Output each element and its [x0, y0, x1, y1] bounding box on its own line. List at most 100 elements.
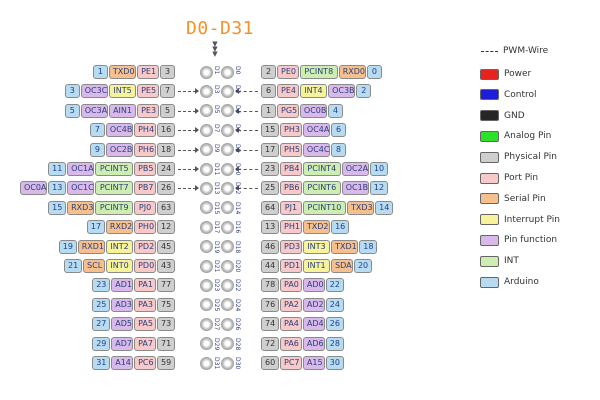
- header-pin-icon: [199, 162, 213, 176]
- func-label: A15: [302, 356, 325, 370]
- phys-label: 44: [261, 259, 279, 273]
- legend-swatch: [480, 68, 499, 80]
- header-pin-icon: [199, 337, 213, 351]
- legend-label: Serial Pin: [504, 193, 546, 204]
- legend-label: Pin function: [504, 235, 558, 246]
- intx-label: PCINT5: [95, 162, 134, 176]
- header-pin-icon: [220, 220, 234, 234]
- phys-label: 59: [157, 356, 175, 370]
- phys-label: 43: [157, 259, 175, 273]
- func-label: AD4: [302, 317, 325, 332]
- port-label: PD2: [134, 239, 156, 254]
- header-pin-icon: [199, 123, 213, 137]
- header-pin-icon: [220, 143, 234, 157]
- func-label: AD3: [111, 297, 134, 312]
- phys-label: 46: [261, 239, 279, 254]
- legend-swatch: [480, 234, 499, 246]
- port-label: PH4: [134, 123, 156, 138]
- pin-number-label: D14: [233, 201, 241, 215]
- legend-label: Port Pin: [504, 173, 539, 183]
- pwm-wire: [178, 107, 198, 114]
- port-label: PC7: [280, 356, 302, 370]
- func-label: AD7: [111, 336, 134, 351]
- func-label: OC4B: [105, 123, 134, 138]
- func-label: AD0: [302, 278, 325, 293]
- phys-label: 1: [261, 103, 276, 118]
- pin-label-row-left: 31 A14 PC6 59: [92, 356, 176, 370]
- intx-label: PCINT7: [95, 181, 134, 196]
- arduino-label: 23: [92, 278, 111, 293]
- legend-label: Control: [504, 89, 537, 100]
- phys-label: 17: [261, 142, 279, 157]
- phys-label: 15: [261, 123, 279, 138]
- pin-number-label: D25: [212, 298, 220, 312]
- pin-number-label: D26: [233, 318, 241, 331]
- header-pin-icon: [220, 104, 234, 118]
- func-label: OC0B: [299, 103, 328, 118]
- port-label: PE0: [277, 65, 299, 79]
- serial-label: TXD0: [108, 65, 137, 79]
- arduino-label: 0: [366, 65, 382, 79]
- pin-label-row-left: 21 SCL INT0 PD0 43: [64, 259, 176, 273]
- port-label: PB7: [134, 181, 156, 196]
- port-label: PD1: [280, 259, 302, 273]
- serial-label: RXD1: [77, 239, 105, 254]
- legend-item: Pin function: [480, 233, 557, 247]
- pin-label-row-left: 7 OC4B PH4 16: [89, 123, 176, 138]
- legend-label: Analog Pin: [504, 131, 552, 142]
- pin-label-row-right: 6 PE4 INT4 OC3B 2: [261, 84, 372, 99]
- arduino-label: 11: [48, 162, 67, 176]
- header-pin-icon: [199, 278, 213, 292]
- pin-label-row-left: 17 RXD2 PH0 12: [86, 220, 176, 235]
- phys-label: 13: [261, 220, 279, 235]
- header-down-arrow-icon: ▼ ▼ ▼: [212, 40, 218, 58]
- arduino-label: 10: [369, 162, 388, 176]
- header-pin-icon: [199, 259, 213, 273]
- pin-label-row-right: 13 PH1 TXD2 16: [261, 220, 350, 235]
- arduino-label: 19: [58, 239, 77, 254]
- pin-label-row-left: 1 TXD0 PE1 3: [92, 65, 176, 79]
- phys-label: 77: [157, 278, 175, 293]
- port-label: PD0: [134, 259, 156, 273]
- pin-label-row-left: 11 OC1A PCINT5 PB5 24: [48, 162, 176, 176]
- phys-label: 12: [157, 220, 175, 235]
- int-label: INT2: [105, 239, 134, 254]
- pin-label-row-right: 64 PJ1 PCINT10 TXD3 14: [261, 200, 394, 215]
- arduino-label: 12: [369, 181, 388, 196]
- pwm-wire: [178, 166, 198, 172]
- pin-label-row-right: 23 PB4 PCINT4 OC2A 10: [261, 162, 389, 176]
- func-label: OC2B: [105, 142, 134, 157]
- port-label: PC6: [134, 356, 156, 370]
- header-pin-icon: [199, 240, 213, 254]
- pin-number-label: D5: [212, 104, 220, 114]
- pin-number-label: D8: [233, 143, 241, 153]
- arduino-label: 22: [325, 278, 344, 293]
- header-pin-icon: [199, 181, 213, 195]
- port-label: PB6: [280, 181, 302, 196]
- legend-swatch: [480, 193, 499, 205]
- pin-number-label: D18: [233, 240, 241, 253]
- phys-label: 60: [261, 356, 279, 370]
- arduino-label: 13: [48, 181, 67, 196]
- header-pin-icon: [199, 298, 213, 312]
- phys-label: 24: [157, 162, 175, 176]
- func-label: AD2: [302, 297, 325, 312]
- intx-label: PCINT4: [302, 162, 341, 176]
- legend-item: Serial Pin: [480, 192, 546, 206]
- func-label: OC4C: [302, 142, 331, 157]
- header-pin-icon: [199, 104, 213, 118]
- func-label: AD6: [302, 336, 325, 351]
- pin-label-row-right: 74 PA4 AD4 26: [261, 317, 345, 332]
- pin-number-label: D31: [212, 357, 220, 370]
- header-pin-icon: [199, 220, 213, 234]
- legend-item: GND: [480, 109, 525, 123]
- phys-label: 76: [261, 297, 279, 312]
- arduino-label: 2: [356, 84, 372, 99]
- arduino-label: 20: [353, 259, 372, 273]
- func-label: A14: [111, 356, 134, 370]
- port-label: PA1: [134, 278, 156, 293]
- legend-swatch: [480, 130, 499, 142]
- legend-item: Port Pin: [480, 171, 538, 185]
- port-label: PE5: [137, 84, 159, 99]
- arduino-label: 26: [325, 317, 344, 332]
